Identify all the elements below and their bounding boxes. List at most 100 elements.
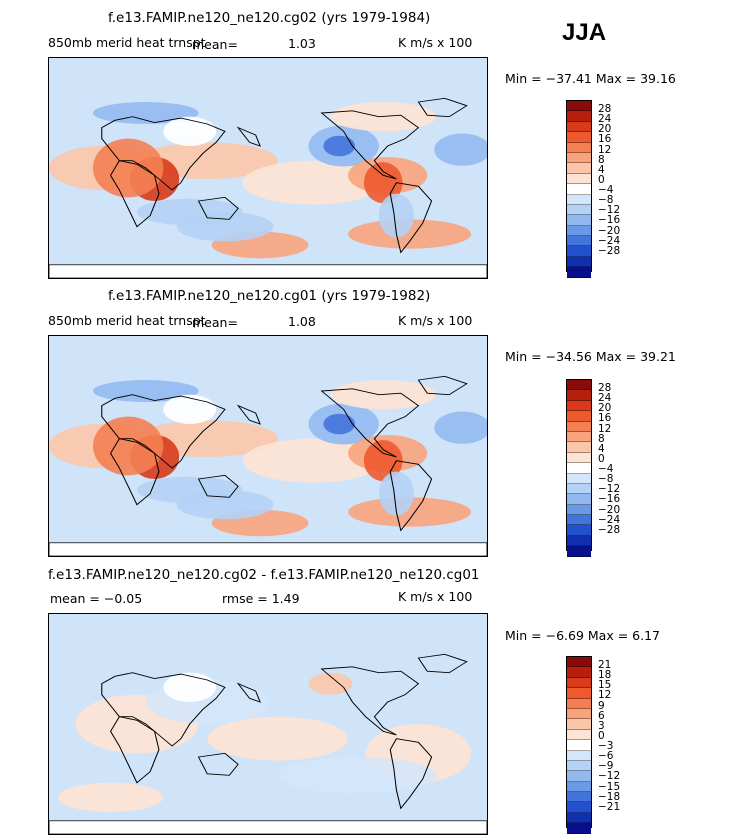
colorbar-tick-label: 9 — [598, 699, 605, 712]
colorbar-swatch — [567, 152, 591, 164]
contour-region — [242, 438, 384, 483]
colorbar-tick-label: 12 — [598, 689, 612, 702]
colorbar-swatch — [567, 750, 591, 761]
panel-1-title: f.e13.FAMIP.ne120_ne120.cg02 (yrs 1979-1… — [108, 10, 431, 26]
contour-region — [207, 716, 349, 761]
map-plot — [49, 97, 487, 278]
contour-region — [363, 440, 403, 482]
contour-region — [348, 219, 472, 249]
map-plot — [49, 653, 487, 834]
colorbar-swatch — [567, 431, 591, 443]
colorbar-tick-label: −12 — [598, 770, 621, 783]
panel-1-colorbar — [566, 100, 592, 278]
colorbar-tick-label: 12 — [598, 143, 612, 156]
coastline — [320, 666, 420, 736]
contour-region — [92, 416, 164, 476]
contour-region — [242, 160, 384, 205]
coastline — [236, 126, 261, 147]
panel-1-mean-value: 1.03 — [288, 36, 316, 51]
colorbar-tick-label: 18 — [598, 669, 612, 682]
colorbar-swatch — [567, 740, 591, 751]
coastline — [389, 460, 433, 532]
colorbar-swatch — [567, 719, 591, 730]
colorbar-tick-label: 0 — [598, 729, 605, 742]
coastline — [197, 752, 239, 776]
colorbar-tick-label: 12 — [598, 422, 612, 435]
colorbar-swatch — [567, 225, 591, 237]
colorbar-tick-label: 24 — [598, 392, 612, 405]
colorbar-swatch — [567, 802, 591, 813]
colorbar-swatch — [567, 535, 591, 547]
contour-region — [308, 672, 353, 695]
coastline — [417, 375, 468, 396]
contour-region — [163, 672, 217, 702]
colorbar-swatch — [567, 380, 591, 391]
coastline — [320, 388, 420, 458]
colorbar-tick-label: 0 — [598, 452, 605, 465]
colorbar-tick-label: 8 — [598, 153, 605, 166]
colorbar-swatch — [567, 729, 591, 741]
contour-region — [57, 782, 164, 812]
colorbar-tick-label: 0 — [598, 173, 605, 186]
colorbar-swatch — [567, 823, 591, 834]
colorbar-swatch — [567, 546, 591, 557]
colorbar-swatch — [567, 708, 591, 720]
panel-2-units: K m/s x 100 — [398, 313, 473, 328]
colorbar-tick-label: 3 — [598, 719, 605, 732]
colorbar-swatch — [567, 667, 591, 678]
contour-region — [92, 380, 199, 402]
colorbar-tick-label: 16 — [598, 133, 612, 146]
coastline — [197, 196, 239, 220]
colorbar-swatch — [567, 698, 591, 709]
contour-region — [136, 198, 243, 226]
panel-2-mean-value: 1.08 — [288, 314, 316, 329]
panel-1-units: K m/s x 100 — [398, 35, 473, 50]
contour-region — [136, 476, 243, 504]
colorbar-swatch — [567, 421, 591, 432]
colorbar-tick-label: 4 — [598, 163, 605, 176]
coastline — [109, 716, 160, 784]
colorbar-swatch — [567, 688, 591, 699]
colorbar-swatch — [567, 121, 591, 133]
coastline — [109, 438, 160, 506]
colorbar-tick-label: 6 — [598, 709, 605, 722]
panel-3-rmse: rmse = 1.49 — [222, 591, 300, 606]
colorbar-tick-label: 8 — [598, 432, 605, 445]
panel-1-map — [48, 57, 488, 279]
colorbar-tick-label: 20 — [598, 123, 612, 136]
panel-1-mean-label: mean= — [192, 37, 238, 52]
colorbar-swatch — [567, 215, 591, 226]
colorbar-tick-label: −20 — [598, 503, 621, 516]
colorbar-swatch — [567, 677, 591, 689]
colorbar-tick-label: −21 — [598, 800, 621, 813]
panel-3-colorbar — [566, 656, 592, 834]
panel-2-mean-label: mean= — [192, 315, 238, 330]
colorbar-tick-label: 16 — [598, 412, 612, 425]
colorbar-swatch — [567, 494, 591, 505]
contour-region — [378, 471, 414, 516]
colorbar-swatch — [567, 111, 591, 122]
colorbar-swatch — [567, 812, 591, 824]
panel-2-title: f.e13.FAMIP.ne120_ne120.cg01 (yrs 1979-1… — [108, 288, 431, 304]
coastline — [389, 738, 433, 810]
panel-3-units: K m/s x 100 — [398, 589, 473, 604]
coastline — [236, 404, 261, 425]
contour-region — [434, 133, 487, 166]
antarctica-outline — [49, 542, 487, 556]
colorbar-swatch — [567, 473, 591, 484]
colorbar-swatch — [567, 101, 591, 112]
colorbar-swatch — [567, 515, 591, 526]
colorbar-tick-label: −20 — [598, 224, 621, 237]
colorbar-swatch — [567, 184, 591, 195]
panel-3-minmax: Min = −6.69 Max = 6.17 — [505, 628, 660, 643]
contour-region — [363, 162, 403, 204]
colorbar-swatch — [567, 267, 591, 278]
coastline — [236, 682, 261, 703]
coastline — [417, 97, 468, 118]
colorbar-swatch — [567, 256, 591, 268]
panel-2-map — [48, 335, 488, 557]
colorbar-tick-label: 20 — [598, 402, 612, 415]
colorbar-swatch — [567, 442, 591, 453]
colorbar-tick-label: 28 — [598, 382, 612, 395]
colorbar-swatch — [567, 452, 591, 464]
